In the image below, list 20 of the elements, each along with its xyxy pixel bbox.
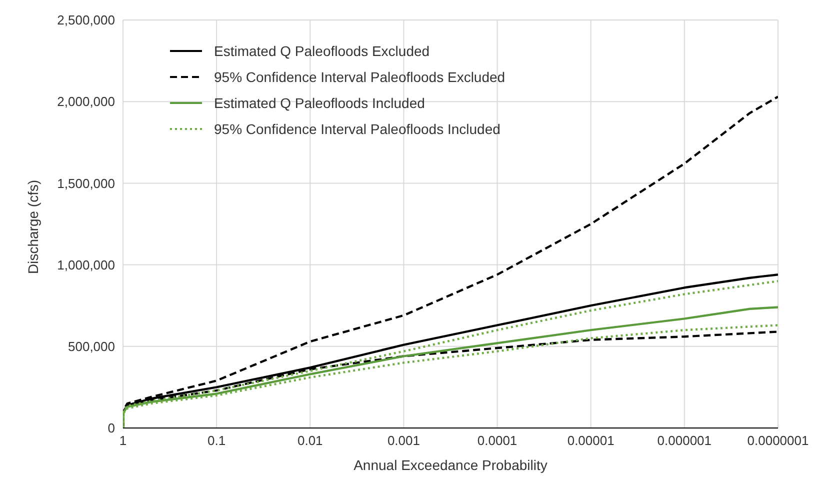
x-tick-label: 0.0000001 [747,433,809,448]
legend-label: 95% Confidence Interval Paleofloods Excluded [214,68,506,87]
y-tick-label: 1,500,000 [57,176,115,191]
legend-label: Estimated Q Paleofloods Excluded [214,42,430,61]
x-tick-label: 0.001 [387,433,420,448]
x-tick-label: 0.1 [208,433,226,448]
legend-label: 95% Confidence Interval Paleofloods Included [214,120,500,139]
x-tick-label: 0.01 [297,433,323,448]
y-axis-title: Discharge (cfs) [24,180,41,274]
y-tick-label: 0 [108,420,115,436]
y-tick-label: 500,000 [68,339,115,354]
y-tick-label: 1,000,000 [57,257,115,272]
x-tick-label: 1 [119,433,127,448]
legend-label: Estimated Q Paleofloods Included [214,94,425,113]
x-tick-label: 0.0001 [477,433,518,448]
y-tick-label: 2,500,000 [57,12,115,28]
y-tick-label: 2,000,000 [57,94,115,110]
x-tick-label: 0.000001 [657,433,712,448]
x-tick-label: 0.00001 [567,433,614,448]
x-axis-title: Annual Exceedance Probability [354,457,548,473]
